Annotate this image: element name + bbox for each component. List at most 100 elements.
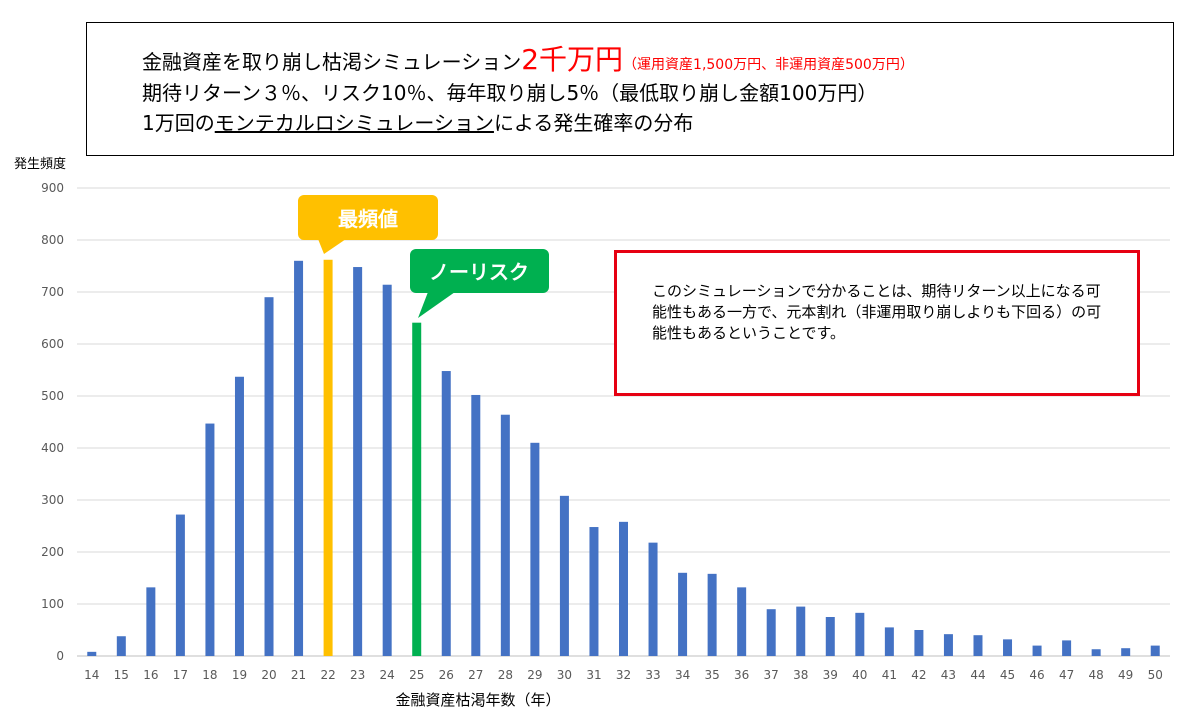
x-tick-label: 26 (439, 668, 454, 682)
norisk-callout-box (410, 249, 549, 293)
bar-30 (559, 495, 569, 656)
x-tick-label: 29 (527, 668, 542, 682)
bar-22 (323, 259, 333, 656)
bar-39 (825, 617, 835, 656)
y-tick-label: 500 (41, 389, 64, 403)
y-axis-label: 発生頻度 (14, 156, 66, 172)
bar-40 (855, 612, 865, 656)
bar-16 (146, 587, 156, 656)
x-tick-label: 14 (84, 668, 99, 682)
x-tick-label: 28 (498, 668, 513, 682)
bar-32 (619, 521, 628, 656)
bar-33 (648, 542, 658, 656)
x-tick-label: 16 (143, 668, 158, 682)
x-tick-label: 33 (645, 668, 660, 682)
y-tick-label: 800 (41, 233, 64, 247)
title-line-2: 期待リターン３％、リスク10％、毎年取り崩し5％（最低取り崩し金額100万円） (142, 81, 878, 105)
x-tick-label: 19 (232, 668, 247, 682)
norisk-callout: ノーリスク (410, 249, 549, 318)
bar-45 (1003, 639, 1013, 656)
bar-23 (353, 267, 363, 656)
bar-35 (707, 573, 717, 656)
note-text: このシミュレーションで分かることは、期待リターン以上になる可能性もある一方で、元… (652, 282, 1102, 342)
bar-43 (943, 634, 953, 656)
bar-48 (1091, 649, 1101, 656)
title-amount-note: （運用資産1,500万円、非運用資産500万円） (623, 57, 914, 73)
x-tick-label: 31 (586, 668, 601, 682)
x-tick-label: 37 (764, 668, 779, 682)
mode-callout-pointer (318, 239, 346, 254)
chart-y-ticks: 0 100 200 300 400 500 600 700 800 900 (41, 181, 64, 663)
title-main: 金融資産を取り崩し枯渇シミュレーション (142, 50, 522, 74)
bar-18 (205, 423, 215, 656)
chart-bars (87, 259, 1160, 656)
chart-x-ticks: 14 15 16 17 18 19 20 21 22 23 24 25 26 27 28 29 30 31 32 33… (84, 668, 1163, 682)
title-line-3-prefix: 1万回の (142, 111, 215, 135)
x-tick-label: 41 (882, 668, 897, 682)
bar-46 (1032, 645, 1042, 656)
bar-15 (116, 636, 126, 656)
bar-36 (737, 587, 747, 656)
bar-38 (796, 606, 806, 656)
bar-31 (589, 527, 599, 656)
x-tick-label: 32 (616, 668, 631, 682)
bar-28 (500, 414, 510, 656)
x-tick-label: 18 (202, 668, 217, 682)
y-tick-label: 600 (41, 337, 64, 351)
title-line-3: 1万回のモンテカルロシミュレーションによる発生確率の分布 (142, 110, 693, 136)
y-tick-label: 400 (41, 441, 64, 455)
bar-27 (471, 394, 481, 656)
y-tick-label: 300 (41, 493, 64, 507)
bar-24 (382, 284, 392, 656)
chart-gridlines (77, 187, 1170, 657)
x-tick-label: 17 (173, 668, 188, 682)
bar-17 (175, 514, 185, 656)
x-tick-label: 25 (409, 668, 424, 682)
x-tick-label: 50 (1148, 668, 1163, 682)
bar-47 (1062, 640, 1072, 656)
x-axis-label: 金融資産枯渇年数（年） (395, 691, 560, 709)
bar-21 (294, 260, 304, 656)
x-tick-label: 15 (114, 668, 129, 682)
y-tick-label: 100 (41, 597, 64, 611)
title-line-3-underlined: モンテカルロシミュレーション (214, 111, 494, 135)
y-tick-label: 900 (41, 181, 64, 195)
norisk-callout-label: ノーリスク (429, 260, 529, 284)
x-tick-label: 35 (704, 668, 719, 682)
title-line-3-suffix: による発生確率の分布 (493, 111, 694, 135)
mode-callout-box (298, 195, 438, 240)
bar-50 (1150, 645, 1160, 656)
x-tick-label: 43 (941, 668, 956, 682)
bar-49 (1121, 648, 1131, 656)
x-tick-label: 40 (852, 668, 867, 682)
y-tick-label: 0 (56, 649, 64, 663)
x-tick-label: 27 (468, 668, 483, 682)
x-tick-label: 45 (1000, 668, 1015, 682)
x-tick-label: 39 (823, 668, 838, 682)
x-tick-label: 24 (380, 668, 395, 682)
x-tick-label: 20 (261, 668, 276, 682)
y-tick-label: 200 (41, 545, 64, 559)
x-tick-label: 30 (557, 668, 572, 682)
x-tick-label: 22 (320, 668, 335, 682)
bar-41 (884, 627, 894, 656)
x-tick-label: 49 (1118, 668, 1133, 682)
bar-14 (87, 651, 97, 656)
mode-callout: 最頻値 (298, 195, 438, 254)
title-line-1: 金融資産を取り崩し枯渇シミュレーション2千万円（運用資産1,500万円、非運用資… (142, 46, 914, 78)
bar-19 (234, 376, 244, 656)
bar-44 (973, 635, 983, 656)
x-tick-label: 21 (291, 668, 306, 682)
x-tick-label: 46 (1029, 668, 1044, 682)
x-tick-label: 48 (1089, 668, 1104, 682)
bar-42 (914, 630, 924, 656)
norisk-callout-pointer (418, 292, 455, 318)
bar-29 (530, 442, 540, 656)
bar-20 (264, 297, 274, 656)
x-tick-label: 47 (1059, 668, 1074, 682)
bar-26 (441, 371, 451, 656)
x-tick-label: 34 (675, 668, 690, 682)
x-tick-label: 38 (793, 668, 808, 682)
note-box: このシミュレーションで分かることは、期待リターン以上になる可能性もある一方で、元… (614, 250, 1140, 396)
x-tick-label: 23 (350, 668, 365, 682)
